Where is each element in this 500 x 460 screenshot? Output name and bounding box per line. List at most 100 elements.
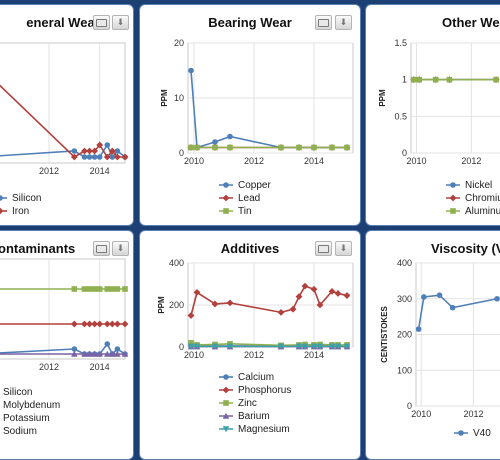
y-tick-label: 0: [407, 401, 412, 411]
data-point: [449, 304, 456, 311]
legend-label: Lead: [238, 193, 260, 204]
chart-viscosity: 2010 2012 0 100 200 300 400 CENTISTOKES V40: [380, 258, 500, 439]
data-point: [227, 133, 233, 140]
chart-other-wear: 2010 2012 0 0.5 1 1.5 PPM Nickel Chromiu Aluminu: [378, 38, 500, 217]
data-point: [188, 340, 194, 346]
data-point: [96, 141, 104, 149]
legend-marker: [223, 182, 229, 188]
data-point: [193, 343, 201, 350]
printer-icon: [318, 18, 329, 27]
data-point: [301, 282, 309, 290]
export-button[interactable]: ⬇: [335, 15, 352, 30]
printer-icon: [96, 244, 107, 253]
data-point: [289, 305, 297, 313]
print-button[interactable]: [315, 15, 332, 30]
export-button[interactable]: ⬇: [112, 241, 129, 256]
legend-label: Zinc: [238, 398, 257, 409]
legend-label: Nickel: [465, 180, 492, 191]
x-tick-label: 2014: [304, 156, 324, 166]
x-tick-label: 2014: [90, 362, 110, 372]
export-button[interactable]: ⬇: [112, 15, 129, 30]
export-button[interactable]: ⬇: [335, 241, 352, 256]
legend-label: Tin: [238, 206, 252, 217]
x-tick-label: 2012: [39, 166, 59, 176]
legend-label: Barium: [238, 411, 270, 422]
legend-label: Magnesium: [238, 424, 290, 435]
legend-marker: [223, 208, 229, 214]
x-tick-label: 2010: [406, 156, 426, 166]
legend-label: Calcium: [238, 372, 274, 383]
y-tick-label: 400: [397, 258, 412, 268]
y-axis-label: PPM: [160, 89, 169, 107]
data-point: [103, 153, 111, 161]
data-point: [86, 286, 93, 292]
y-tick-label: 0: [179, 342, 184, 352]
x-tick-label: 2012: [244, 156, 264, 166]
download-icon: ⬇: [339, 243, 348, 253]
x-tick-label: 2010: [184, 156, 204, 166]
data-point: [91, 286, 98, 292]
data-point: [436, 292, 443, 298]
x-tick-label: 2012: [464, 409, 484, 419]
x-tick-label: 2014: [304, 350, 324, 360]
data-point: [114, 346, 121, 352]
data-point: [432, 76, 439, 83]
y-axis-label: PPM: [157, 296, 166, 314]
data-point: [211, 343, 219, 350]
legend-marker: [222, 412, 230, 419]
data-point: [114, 148, 121, 154]
data-point: [334, 290, 342, 297]
data-point: [334, 343, 342, 350]
data-point: [328, 287, 336, 295]
data-point: [103, 350, 111, 357]
y-tick-label: 200: [169, 300, 184, 310]
legend-marker: [458, 430, 464, 436]
legend-marker: [222, 194, 230, 202]
y-tick-label: 400: [169, 258, 184, 268]
data-point: [109, 154, 116, 160]
data-point: [96, 286, 103, 292]
legend-label: Copper: [238, 180, 271, 191]
data-point: [211, 300, 219, 308]
data-point: [493, 76, 499, 83]
data-point: [104, 341, 111, 347]
data-point: [122, 286, 128, 292]
legend-label: Aluminu: [465, 206, 500, 217]
legend-marker: [223, 374, 229, 380]
legend-marker: [0, 195, 3, 201]
panel-title: Bearing Wear: [208, 15, 292, 30]
y-tick-label: 0: [402, 148, 407, 158]
print-button[interactable]: [315, 241, 332, 256]
panel-title: eneral Wear: [26, 15, 100, 30]
data-point: [70, 153, 78, 161]
data-point: [71, 346, 78, 352]
plot-area: [0, 258, 126, 360]
legend-label: Iron: [12, 206, 29, 217]
legend-label: Sodium: [3, 426, 37, 437]
panel-title: Viscosity (V: [431, 241, 500, 256]
y-tick-label: 200: [397, 330, 412, 340]
print-button[interactable]: [93, 241, 110, 256]
data-point: [91, 350, 98, 357]
printer-icon: [96, 18, 107, 27]
data-point: [86, 154, 93, 160]
chart-panel-contaminants: ontaminants ⬇ 2012 2014 Silicon Molybdenum P…: [0, 230, 134, 460]
y-tick-label: 0.5: [394, 111, 407, 121]
data-point: [227, 144, 233, 151]
data-point: [71, 350, 78, 357]
data-point: [310, 343, 318, 350]
data-point: [193, 289, 201, 296]
download-icon: ⬇: [116, 243, 125, 253]
legend-marker: [222, 386, 230, 394]
data-point: [108, 147, 116, 155]
data-point: [212, 144, 218, 151]
x-tick-label: 2014: [90, 166, 110, 176]
legend-marker: [222, 426, 230, 433]
data-point: [71, 286, 78, 292]
print-button[interactable]: [93, 15, 110, 30]
y-tick-label: 100: [397, 365, 412, 375]
panel-title: ontaminants: [0, 241, 76, 256]
data-point: [114, 153, 121, 161]
panel-title: Other Wea: [442, 15, 500, 30]
data-point: [421, 294, 427, 300]
